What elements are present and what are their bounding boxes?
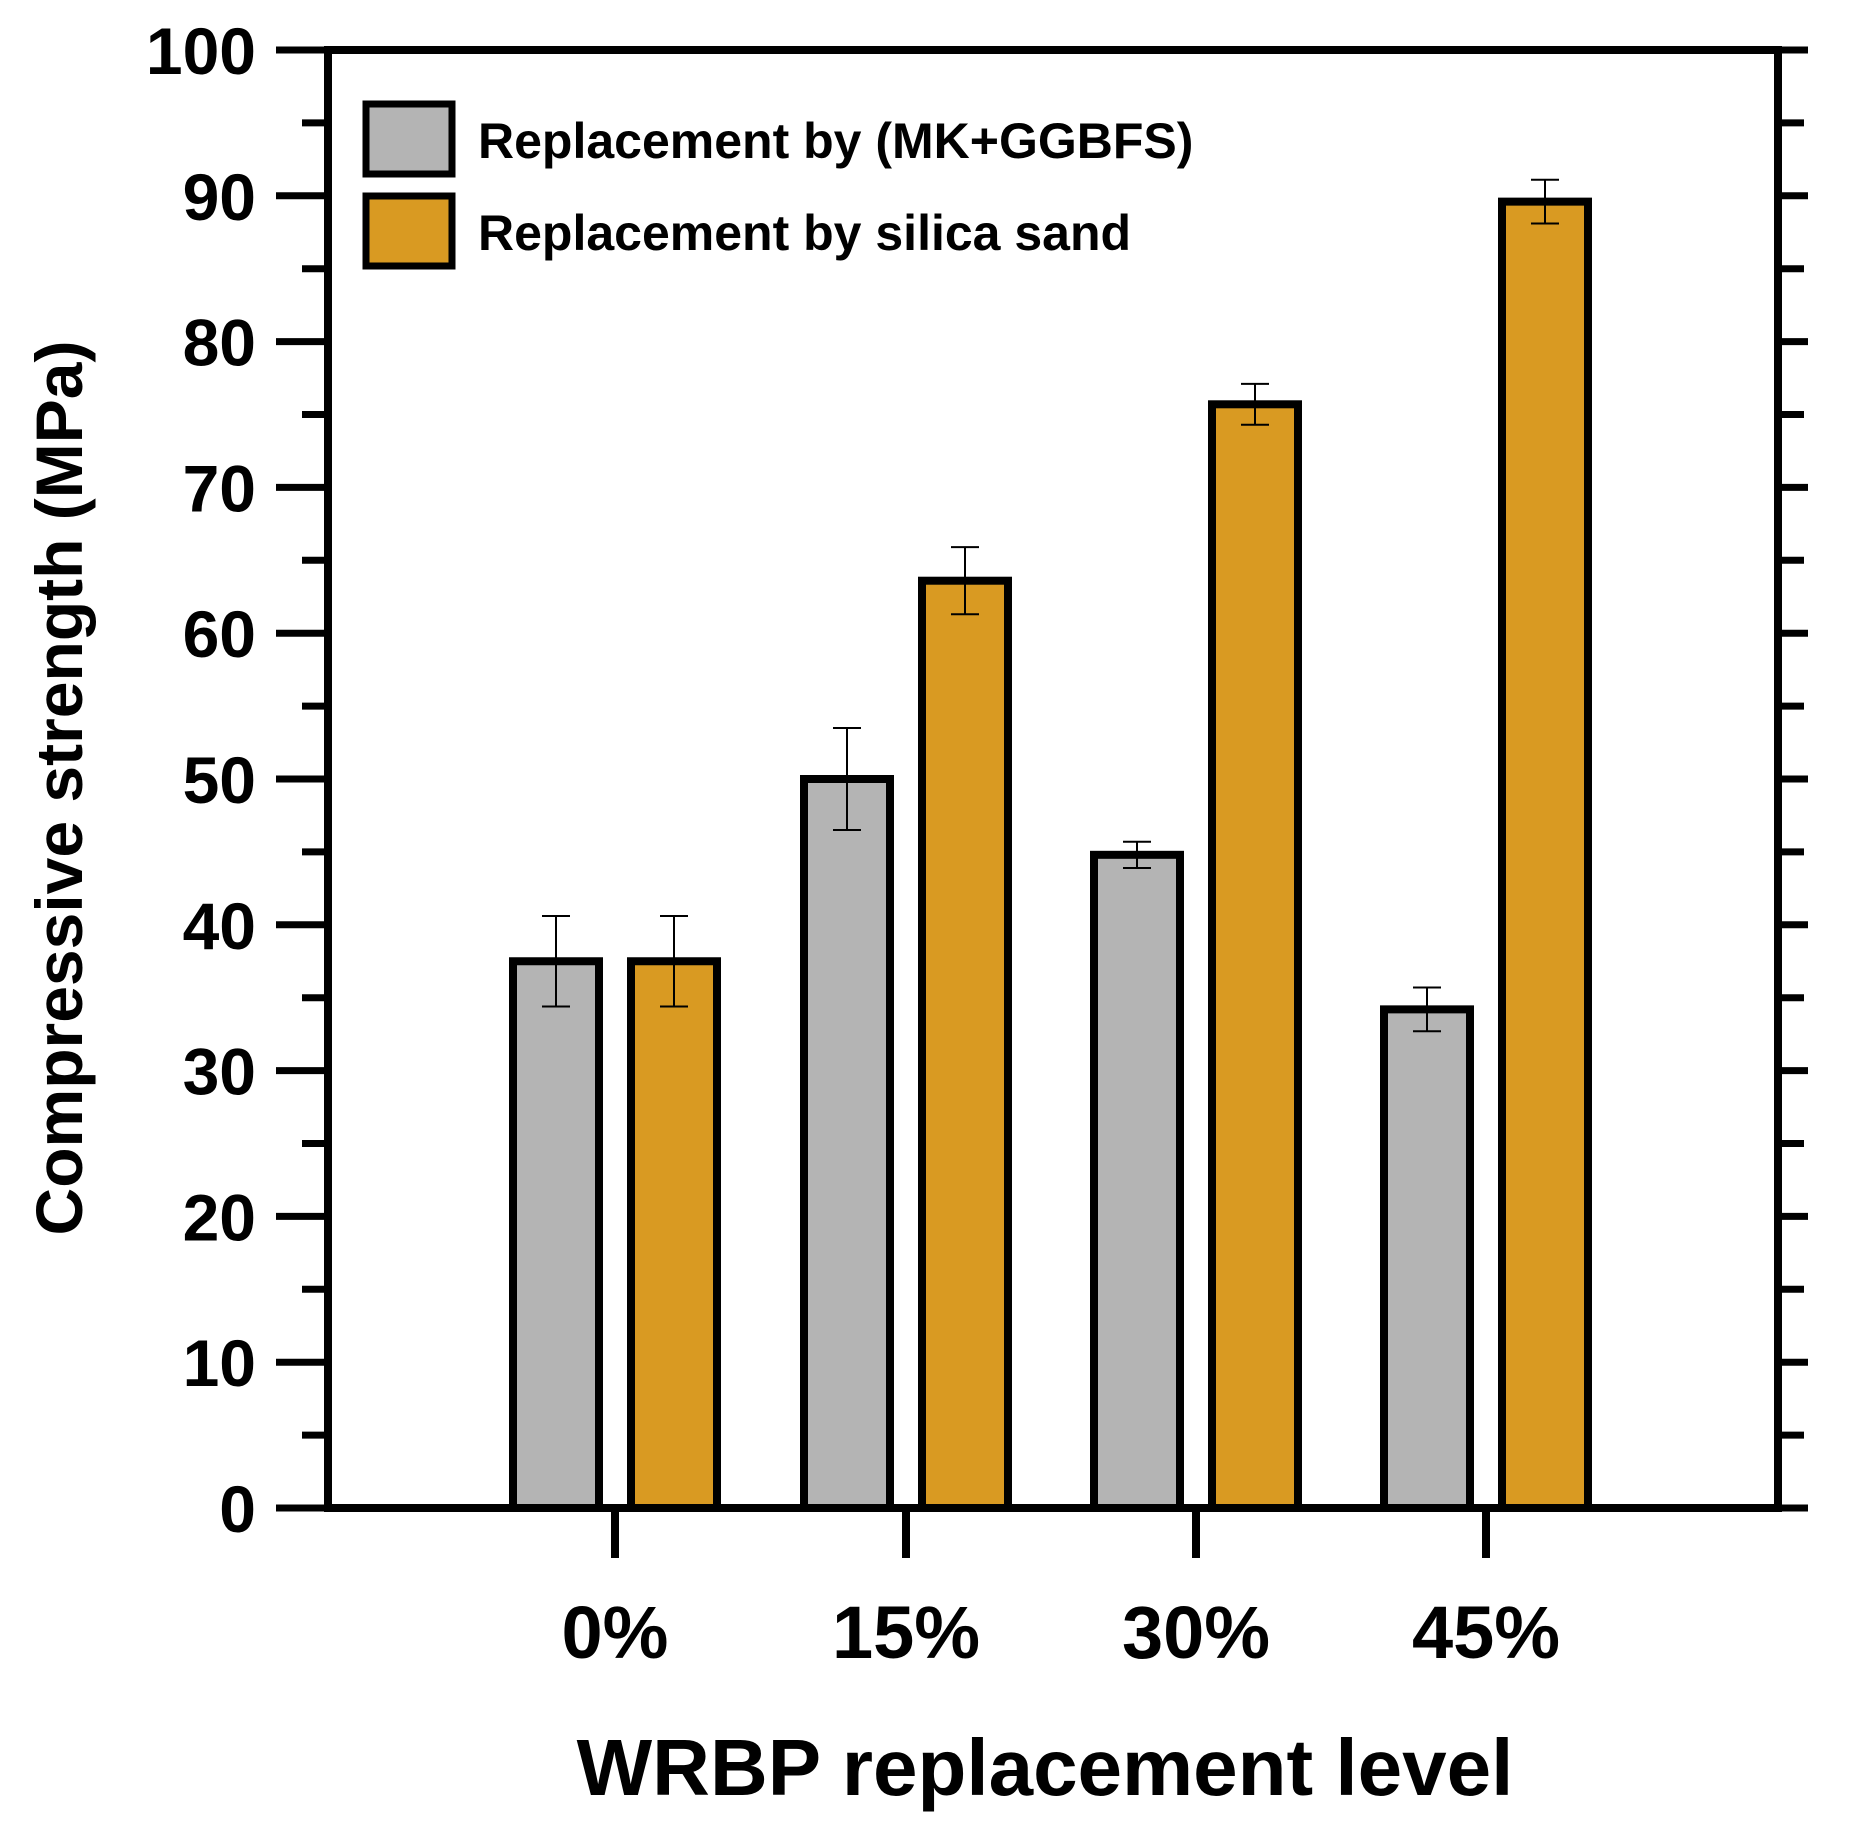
legend-swatch-silica-sand xyxy=(362,192,456,270)
legend: Replacement by (MK+GGBFS) Replacement by… xyxy=(362,100,1193,270)
y-tick-label: 10 xyxy=(183,1326,256,1400)
ticks-layer: 0 10 20 30 40 50 60 70 80 90 100 0% 15% 30% 45% xyxy=(146,14,1808,1674)
x-tick-label: 30% xyxy=(1122,1591,1270,1674)
bar xyxy=(800,775,894,1512)
bar xyxy=(627,957,721,1512)
y-tick-label: 60 xyxy=(183,597,256,671)
bar xyxy=(1380,1005,1474,1512)
y-tick-label: 90 xyxy=(183,160,256,234)
x-tick-label: 15% xyxy=(832,1591,980,1674)
bar xyxy=(1090,850,1184,1512)
y-axis-title: Compressive strength (MPa) xyxy=(22,341,96,1236)
bar xyxy=(918,576,1012,1512)
y-tick-label: 30 xyxy=(183,1035,256,1109)
x-tick-label: 0% xyxy=(562,1591,669,1674)
bars-layer xyxy=(509,178,1592,1513)
bar xyxy=(509,957,603,1512)
x-axis-title: WRBP replacement level xyxy=(577,1723,1514,1812)
bar xyxy=(1498,197,1592,1513)
bar xyxy=(1208,400,1302,1513)
y-tick-label: 70 xyxy=(183,451,256,525)
legend-label-silica-sand: Replacement by silica sand xyxy=(478,205,1131,261)
legend-label-mk-ggbfs: Replacement by (MK+GGBFS) xyxy=(478,113,1193,169)
x-tick-label: 45% xyxy=(1412,1591,1560,1674)
y-tick-label: 80 xyxy=(183,306,256,380)
y-tick-label: 20 xyxy=(183,1180,256,1254)
y-tick-label: 50 xyxy=(183,743,256,817)
y-tick-label: 40 xyxy=(183,889,256,963)
y-tick-label: 100 xyxy=(146,14,256,88)
y-tick-label: 0 xyxy=(219,1472,256,1546)
legend-swatch-mk-ggbfs xyxy=(362,100,456,178)
